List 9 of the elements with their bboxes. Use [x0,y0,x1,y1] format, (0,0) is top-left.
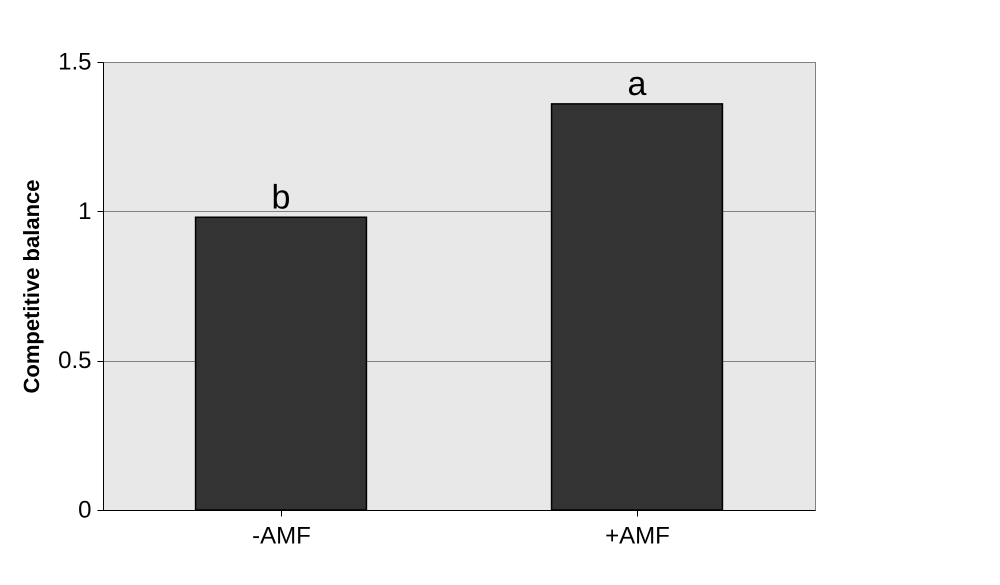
y-tick-label: 0.5 [58,347,92,374]
y-axis-title: Competitive balance [19,180,44,394]
y-tick-label: 1.5 [58,48,92,76]
y-tick-label: 1 [78,198,92,225]
x-tick-label: +AMF [605,522,670,550]
y-tick-label: 0 [78,496,92,524]
annotation: a [628,64,647,103]
annotation: b [272,178,290,216]
x-tick-label: -AMF [252,522,311,550]
